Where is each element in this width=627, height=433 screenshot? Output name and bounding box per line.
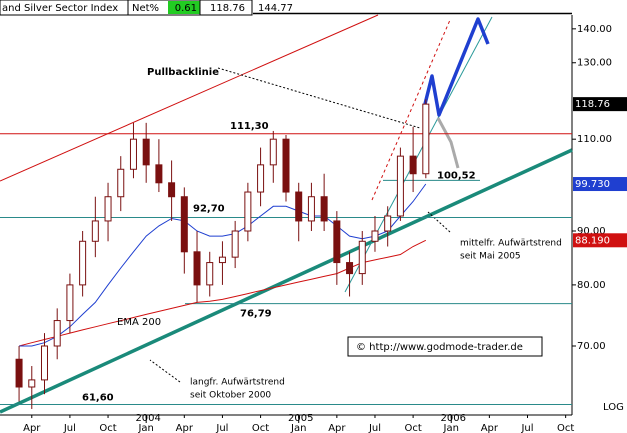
level-label: 76,79	[240, 309, 272, 320]
candle-body	[142, 138, 150, 166]
candle-body	[40, 345, 48, 381]
annotation: langfr. Aufwärtstrend	[190, 378, 285, 388]
net-box	[168, 1, 200, 14]
x-tick-label: Apr	[481, 423, 499, 433]
long-term-trend-line	[0, 148, 573, 414]
candle-body	[129, 138, 137, 170]
candle-body	[117, 168, 125, 198]
high-value: 144.77	[258, 3, 293, 14]
x-tick-label: Oct	[404, 423, 421, 433]
projection-blue	[423, 17, 490, 117]
candle-body	[333, 220, 341, 264]
y-tick-label: 70.00	[577, 341, 606, 352]
candle-body	[168, 182, 176, 198]
candle-body	[155, 164, 163, 184]
x-tick-label: Jul	[215, 423, 228, 433]
annotation: mittelfr. Aufwärtstrend	[460, 239, 562, 249]
y-tick-label: 110.00	[577, 134, 612, 145]
y-tick-label: 80.00	[577, 280, 606, 291]
scale-label: LOG	[603, 402, 624, 413]
price-label: 118.76	[575, 99, 610, 110]
price-label-box	[573, 177, 627, 192]
candle-body	[218, 256, 226, 264]
annotation: seit Oktober 2000	[190, 391, 271, 401]
candle-body	[193, 251, 201, 286]
net-value: 0.61	[175, 3, 197, 14]
year-tick-label: 2004	[135, 413, 160, 424]
y-tick-label: 90.00	[577, 226, 606, 237]
candle-body	[396, 155, 404, 217]
candle-body	[282, 138, 290, 193]
chart-title: and Silver Sector Index	[2, 3, 118, 14]
candle-body	[206, 262, 214, 286]
candle-body	[409, 155, 417, 175]
year-tick-label: 2006	[441, 413, 466, 424]
level-label: 100,52	[437, 170, 476, 181]
x-tick-label: Apr	[23, 423, 41, 433]
x-tick-label: Jul	[368, 423, 381, 433]
x-tick-label: Oct	[99, 423, 116, 433]
price-label: 99.730	[575, 179, 610, 190]
candle-body	[244, 191, 252, 232]
indicator-line	[18, 239, 427, 347]
candle-body	[371, 230, 379, 242]
x-tick-label: Apr	[328, 423, 346, 433]
price-label: 88.190	[575, 235, 610, 246]
leader-line	[427, 211, 451, 233]
candle-body	[269, 138, 277, 166]
candle-body	[180, 196, 188, 253]
candle-body	[104, 196, 112, 222]
projection-gray	[436, 117, 460, 169]
candle-body	[15, 358, 23, 388]
annotation: Pullbacklinie	[147, 67, 219, 78]
mid-term-trend-line	[344, 16, 493, 293]
candle-body	[53, 320, 61, 347]
x-tick-label: Jan	[443, 423, 459, 433]
price-label-box	[573, 97, 627, 112]
candle-body	[384, 215, 392, 232]
candle-body	[257, 164, 265, 193]
net-label: Net%	[132, 3, 159, 14]
source-box	[347, 336, 543, 357]
candle-body	[79, 240, 87, 286]
last-value: 118.76	[210, 3, 245, 14]
candle-body	[231, 230, 239, 258]
x-tick-label: Oct	[252, 423, 269, 433]
channel-dashed-line	[371, 19, 451, 201]
y-tick-label: 130.00	[577, 58, 612, 69]
indicator-line	[19, 183, 427, 347]
level-label: 61,60	[82, 392, 114, 403]
candle-body	[28, 379, 36, 388]
line-label: EMA 200	[117, 317, 161, 328]
x-tick-label: Jul	[63, 423, 76, 433]
x-tick-label: Jan	[137, 423, 153, 433]
source: © http://www.godmode-trader.de	[356, 342, 523, 353]
candle-body	[66, 284, 74, 322]
price-label-box	[573, 233, 627, 248]
level-label: 111,30	[230, 121, 269, 132]
candle-body	[295, 191, 303, 222]
year-tick-label: 2005	[288, 413, 313, 424]
level-label: 92,70	[193, 203, 225, 214]
candle-body	[307, 196, 315, 222]
upper-channel-line	[0, 14, 379, 182]
leader-line	[149, 359, 181, 383]
candle-body	[91, 220, 99, 242]
x-tick-label: Jan	[290, 423, 306, 433]
candle-body	[358, 240, 366, 275]
candle-body	[422, 103, 430, 175]
candle-body	[320, 196, 328, 222]
annotation: seit Mai 2005	[460, 252, 521, 262]
x-tick-label: Apr	[176, 423, 194, 433]
x-tick-label: Jul	[520, 423, 533, 433]
pullback-line	[217, 67, 421, 129]
y-tick-label: 140.00	[577, 24, 612, 35]
x-tick-label: Oct	[557, 423, 574, 433]
candle-body	[346, 262, 354, 275]
